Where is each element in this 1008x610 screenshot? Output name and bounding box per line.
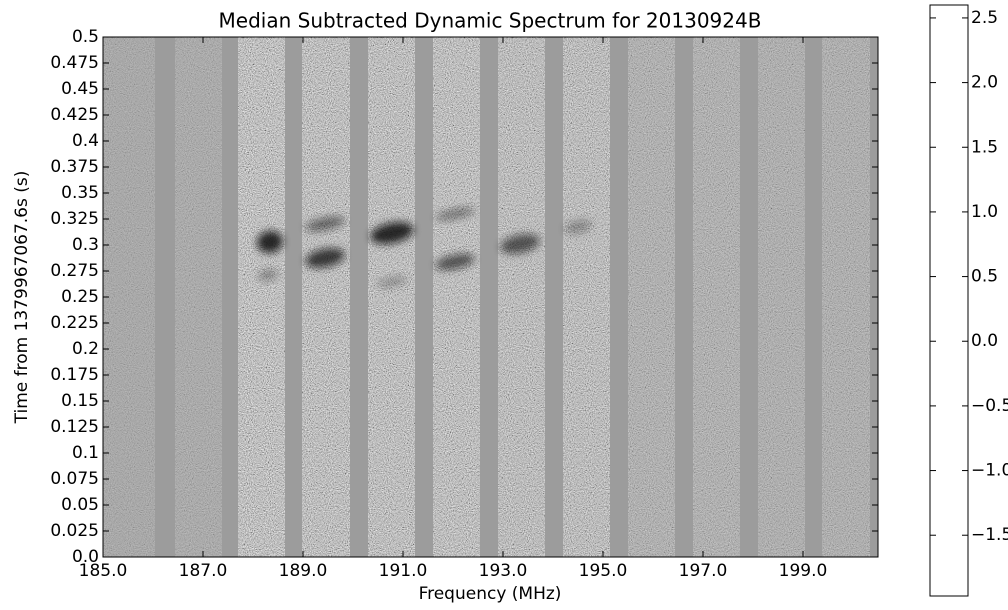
channel-noise <box>103 37 155 557</box>
y-tick-label: 0.25 <box>61 287 99 307</box>
x-tick-label: 191.0 <box>379 561 428 581</box>
y-tick-label: 0.2 <box>72 339 99 359</box>
colorbar-tick-label: 2.0 <box>971 73 998 93</box>
colorbar-tick-label: 2.5 <box>971 8 998 28</box>
colorbar-tick-label: 1.5 <box>971 137 998 157</box>
channel-noise <box>175 37 222 557</box>
y-tick-label: 0.125 <box>50 417 99 437</box>
colorbar-tick-label: −1.5 <box>971 525 1008 545</box>
y-tick-label: 0.0 <box>72 547 99 567</box>
channel-noise <box>758 37 805 557</box>
pulse-signal <box>377 276 407 288</box>
x-tick-label: 199.0 <box>779 561 828 581</box>
colorbar-tick-label: −0.5 <box>971 396 1008 416</box>
y-tick-label: 0.5 <box>72 27 99 47</box>
y-tick-label: 0.375 <box>50 157 99 177</box>
y-tick-label: 0.3 <box>72 235 99 255</box>
channel-noise <box>628 37 675 557</box>
y-tick-label: 0.15 <box>61 391 99 411</box>
y-tick-label: 0.075 <box>50 469 99 489</box>
channel-noise <box>693 37 740 557</box>
x-tick-label: 197.0 <box>679 561 728 581</box>
chart-title: Median Subtracted Dynamic Spectrum for 2… <box>219 9 762 33</box>
channel-noise <box>433 37 480 557</box>
colorbar-tick-label: 0.5 <box>971 267 998 287</box>
y-tick-label: 0.05 <box>61 495 99 515</box>
channel-noise <box>563 37 610 557</box>
pulse-signal <box>305 248 345 268</box>
x-tick-label: 187.0 <box>179 561 228 581</box>
y-tick-label: 0.275 <box>50 261 99 281</box>
y-tick-label: 0.175 <box>50 365 99 385</box>
x-tick-label: 185.0 <box>79 561 128 581</box>
y-axis-label: Time from 1379967067.6s (s) <box>12 171 32 425</box>
y-tick-label: 0.45 <box>61 79 99 99</box>
y-tick-label: 0.325 <box>50 209 99 229</box>
y-tick-label: 0.475 <box>50 53 99 73</box>
channel-noise <box>302 37 350 557</box>
colorbar <box>929 4 969 597</box>
x-tick-label: 193.0 <box>479 561 528 581</box>
pulse-signal <box>564 220 592 234</box>
x-tick-label: 189.0 <box>279 561 328 581</box>
x-tick-label: 195.0 <box>579 561 628 581</box>
spectrum-image <box>103 37 870 557</box>
channel-noise <box>238 37 285 557</box>
pulse-signal <box>435 207 475 221</box>
y-tick-label: 0.025 <box>50 521 99 541</box>
pulse-signal <box>258 268 278 282</box>
y-tick-label: 0.4 <box>72 131 99 151</box>
channel-noise <box>498 37 545 557</box>
pulse-signal <box>370 222 414 244</box>
plot-background <box>103 37 878 557</box>
pulse-signal <box>500 234 540 254</box>
y-tick-label: 0.35 <box>61 183 99 203</box>
colorbar-tick-label: 0.0 <box>971 331 998 351</box>
y-tick-label: 0.425 <box>50 105 99 125</box>
y-tick-label: 0.225 <box>50 313 99 333</box>
x-axis-label: Frequency (MHz) <box>419 584 562 604</box>
pulse-signal <box>257 230 283 254</box>
channel-noise <box>368 37 415 557</box>
colorbar-tick-label: 1.0 <box>971 202 998 222</box>
channel-noise <box>822 37 870 557</box>
y-tick-label: 0.1 <box>72 443 99 463</box>
colorbar-tick-label: −1.0 <box>971 461 1008 481</box>
pulse-signal <box>305 216 345 232</box>
pulse-signal <box>435 253 475 271</box>
